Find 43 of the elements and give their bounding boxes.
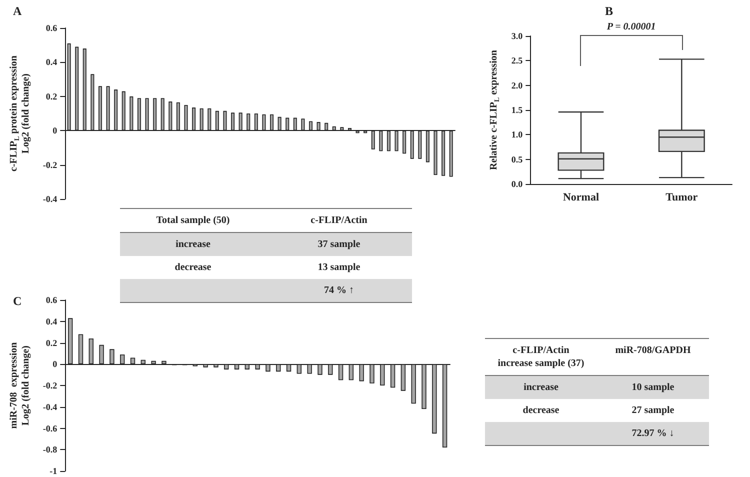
- y-axis-title: miR-708 expression Log2 (fold change): [8, 342, 32, 429]
- text: 13 sample: [316, 261, 362, 274]
- text: decrease: [174, 261, 212, 274]
- y-tick-label: -0.4: [42, 194, 58, 204]
- y-tick-label: -0.4: [42, 402, 58, 412]
- text: 27 sample: [630, 404, 676, 417]
- text: c-FLIP/Actin increase sample (37): [496, 344, 586, 370]
- text: c-FLIP/Actin: [310, 214, 368, 227]
- y-tick-label: 0.2: [46, 338, 58, 348]
- y-tick-label: 0: [52, 359, 58, 370]
- y-tick-label: 0: [52, 126, 58, 136]
- text: decrease: [522, 404, 560, 417]
- y-tick-label: 0.2: [46, 91, 58, 102]
- text: increase: [522, 381, 560, 394]
- y-tick-label: 0.4: [46, 57, 58, 68]
- y-tick-label: -0.2: [42, 160, 58, 170]
- text: 37 sample: [316, 238, 362, 251]
- y-tick-label: 0.0: [511, 179, 524, 189]
- y-tick-label: 1.5: [511, 105, 524, 115]
- text: increase: [174, 238, 212, 251]
- y-tick-label: -0.6: [42, 423, 58, 434]
- y-tick-label: 0.6: [46, 295, 58, 305]
- text: Total sample (50): [155, 214, 231, 227]
- y-tick-label: 3.0: [511, 31, 524, 41]
- y-tick-label: -0.2: [42, 380, 58, 390]
- y-tick-label: -0.8: [42, 444, 58, 455]
- x-tick-label: Normal: [562, 192, 600, 204]
- text: 74 % ↑: [323, 284, 355, 297]
- x-tick-label: Tumor: [666, 192, 698, 204]
- chart-title: C: [13, 294, 22, 308]
- chart-title: B: [605, 4, 614, 18]
- text: 10 sample: [630, 381, 676, 394]
- text: miR-708/GAPDH: [614, 344, 692, 358]
- chart-title: A: [13, 4, 22, 18]
- y-tick-label: 2.5: [511, 56, 524, 66]
- text: 72.97 % ↓: [630, 427, 676, 440]
- y-tick-label: 1.0: [511, 130, 524, 140]
- y-tick-label: 0.5: [511, 154, 524, 164]
- text: P = 0.00001: [606, 22, 656, 32]
- y-tick-label: 0.4: [46, 316, 58, 326]
- y-tick-label: 2.0: [511, 80, 524, 90]
- y-tick-label: 0.6: [46, 23, 58, 33]
- y-tick-label: -1: [50, 466, 58, 476]
